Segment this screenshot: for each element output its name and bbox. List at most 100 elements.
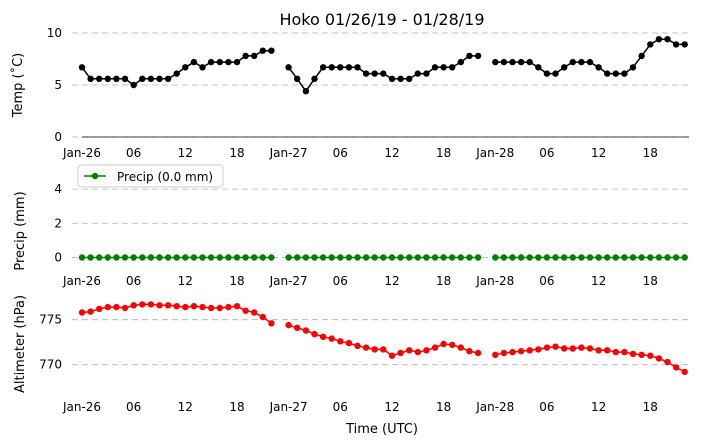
- data-point-altimeter: [121, 304, 129, 312]
- x-tick-label: 18: [229, 274, 244, 288]
- data-point-precip: [164, 254, 172, 261]
- data-point-temp: [543, 70, 551, 77]
- data-point-altimeter: [388, 352, 396, 359]
- y-tick-label: 770: [39, 358, 62, 372]
- x-tick-label: 12: [591, 400, 606, 414]
- panel-precip: 0 2 4 Jan-26 06 12 18 Jan-27 06 12 18 Jan-28 06 12 18 P…: [13, 164, 689, 288]
- legend-box: [77, 164, 224, 188]
- x-tick-label: Jan-26: [62, 146, 101, 160]
- data-point-temp: [449, 64, 456, 71]
- x-tick-label: 06: [126, 274, 141, 288]
- data-point-precip: [552, 254, 559, 261]
- data-point-altimeter: [604, 347, 611, 354]
- data-point-altimeter: [147, 301, 155, 308]
- data-point-precip: [604, 254, 611, 261]
- data-point-precip: [354, 254, 361, 261]
- data-point-altimeter: [337, 338, 344, 345]
- data-point-temp: [173, 70, 180, 77]
- data-point-altimeter: [328, 335, 335, 342]
- data-point-altimeter: [173, 303, 180, 310]
- y-tick-label: 775: [39, 313, 62, 327]
- data-point-precip: [440, 254, 447, 261]
- data-point-temp: [492, 58, 499, 66]
- y-axis-label: Altimeter (hPa): [13, 295, 28, 393]
- data-point-precip: [216, 254, 223, 261]
- data-point-temp: [672, 41, 680, 48]
- x-tick-label: 12: [591, 146, 606, 160]
- y-tick-label: 2: [54, 216, 62, 230]
- data-point-altimeter: [449, 341, 456, 349]
- data-point-precip: [345, 254, 353, 261]
- data-point-temp: [259, 47, 266, 54]
- chart-panels: 0 5 10 Jan-26 06 12 18 Jan-27 06 12 18 Jan-28 06 12 18…: [10, 26, 689, 414]
- data-point-precip: [457, 254, 464, 261]
- data-point-altimeter: [552, 343, 559, 350]
- data-point-altimeter: [380, 346, 387, 353]
- data-point-precip: [113, 254, 120, 261]
- data-point-temp: [655, 36, 663, 43]
- data-point-precip: [414, 254, 421, 261]
- data-point-altimeter: [440, 340, 447, 348]
- data-point-altimeter: [182, 303, 189, 311]
- data-point-temp: [517, 58, 525, 66]
- data-point-altimeter: [216, 304, 223, 312]
- data-point-altimeter: [517, 348, 525, 355]
- data-point-temp: [337, 64, 344, 71]
- data-point-precip: [328, 254, 335, 261]
- data-point-altimeter: [629, 350, 637, 358]
- data-point-altimeter: [578, 344, 585, 351]
- x-tick-label: 18: [436, 400, 451, 414]
- data-point-temp: [78, 64, 86, 71]
- data-point-precip: [371, 254, 378, 261]
- data-point-temp: [190, 58, 198, 66]
- x-tick-label: 12: [384, 146, 399, 160]
- x-tick-label: 12: [178, 400, 193, 414]
- data-point-altimeter: [500, 349, 508, 357]
- x-tick-label: Jan-27: [269, 274, 308, 288]
- data-point-temp: [319, 64, 327, 71]
- data-point-temp: [233, 58, 241, 66]
- data-point-altimeter: [190, 303, 198, 310]
- data-point-temp: [104, 75, 112, 83]
- data-point-altimeter: [431, 344, 439, 351]
- data-point-temp: [500, 58, 508, 66]
- data-point-altimeter: [466, 348, 473, 355]
- data-point-precip: [517, 254, 525, 261]
- data-point-precip: [139, 254, 146, 261]
- data-point-altimeter: [87, 308, 94, 315]
- data-point-precip: [406, 254, 413, 261]
- data-point-precip: [543, 254, 551, 261]
- data-point-precip: [612, 254, 619, 261]
- data-point-precip: [578, 254, 585, 261]
- data-point-temp: [87, 75, 94, 83]
- data-point-altimeter: [156, 302, 163, 309]
- data-point-temp: [345, 64, 353, 71]
- data-point-temp: [225, 58, 232, 66]
- data-point-temp: [595, 64, 602, 71]
- data-point-precip: [225, 254, 232, 261]
- y-tick-label: 10: [47, 26, 62, 40]
- data-point-precip: [233, 254, 241, 261]
- data-point-precip: [302, 254, 310, 261]
- x-tick-label: 18: [229, 146, 244, 160]
- data-point-precip: [78, 254, 86, 261]
- data-point-precip: [647, 254, 654, 261]
- data-point-precip: [147, 254, 155, 261]
- y-axis-label: Precip (mm): [13, 191, 28, 270]
- data-point-temp: [423, 70, 430, 77]
- data-point-precip: [311, 254, 318, 261]
- legend-marker: [91, 172, 99, 180]
- x-tick-label: 06: [126, 400, 141, 414]
- data-point-altimeter: [345, 339, 353, 347]
- data-point-precip: [423, 254, 430, 261]
- data-point-temp: [311, 75, 318, 83]
- data-point-temp: [164, 75, 172, 83]
- legend: Precip (0.0 mm): [77, 164, 224, 188]
- x-tick-label: 06: [539, 146, 554, 160]
- data-point-temp: [121, 75, 129, 83]
- data-point-precip: [182, 254, 189, 261]
- data-point-precip: [449, 254, 456, 261]
- data-point-temp: [612, 70, 619, 77]
- data-point-precip: [431, 254, 439, 261]
